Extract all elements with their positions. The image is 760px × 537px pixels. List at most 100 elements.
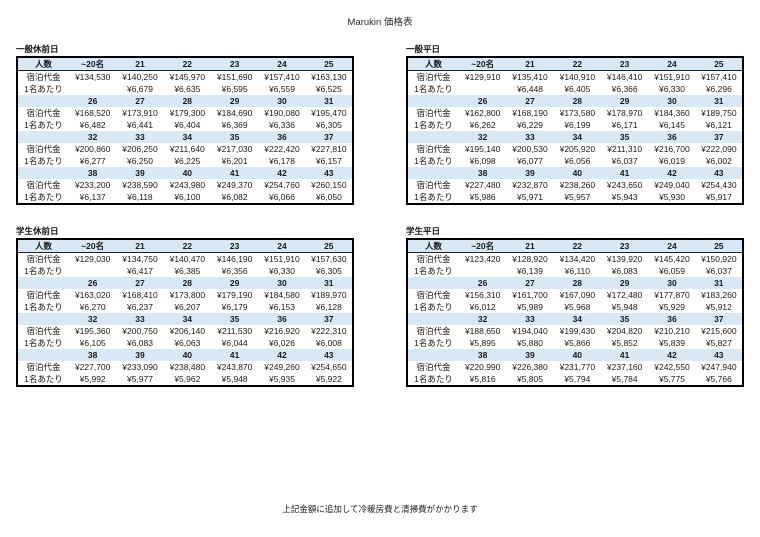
price-cell: ¥146,190 (216, 254, 253, 264)
count-header-cell: 24 (258, 239, 306, 253)
count-header-cell: 22 (553, 239, 601, 253)
price-cell: ¥156,310 (464, 290, 501, 300)
per-person-cell: ¥6,250 (126, 156, 153, 166)
per-person-cell: ¥6,171 (611, 120, 638, 130)
empty-header-cell (17, 313, 69, 325)
price-cell: ¥168,190 (512, 108, 548, 118)
per-person-cell: ¥5,948 (221, 374, 248, 384)
per-person-cell: ¥6,037 (705, 266, 732, 276)
count-header-cell: 34 (553, 313, 601, 325)
row-label-cell: 1名あたり (24, 120, 63, 130)
per-person-cell: ¥5,971 (516, 192, 543, 202)
table-caption: 一般平日 (406, 44, 441, 54)
per-person-cell: ¥6,178 (268, 156, 295, 166)
per-person-cell: ¥6,405 (564, 84, 591, 94)
people-label-cell: 人数 (407, 57, 459, 71)
count-header-cell: 22 (163, 57, 211, 71)
price-cell: ¥254,650 (311, 362, 347, 372)
per-person-cell: ¥6,059 (658, 266, 685, 276)
count-header-cell: 28 (163, 95, 211, 107)
price-cell: ¥247,940 (701, 362, 737, 372)
per-person-cell: ¥6,201 (221, 156, 248, 166)
empty-header-cell (17, 95, 69, 107)
per-person-cell: ¥5,986 (469, 192, 496, 202)
row-label-cell: 1名あたり (414, 84, 453, 94)
per-person-cell: ¥6,056 (564, 156, 591, 166)
per-person-cell: ¥6,441 (126, 120, 153, 130)
per-person-row: 1名あたり ¥5,986 ¥5,971 ¥5,957 ¥5,943 ¥5,930 ¥5,91… (407, 191, 743, 204)
count-header-cell: 26 (459, 277, 507, 289)
price-cell: ¥206,140 (169, 326, 206, 336)
price-cell: ¥157,410 (701, 72, 737, 82)
count-header-cell: 32 (69, 131, 117, 143)
per-person-cell: ¥6,305 (315, 120, 342, 130)
price-cell: ¥243,980 (169, 180, 206, 190)
per-person-cell: ¥6,525 (315, 84, 342, 94)
count-header-cell: 32 (69, 313, 117, 325)
price-cell: ¥220,990 (464, 362, 501, 372)
count-header-cell: 29 (600, 277, 649, 289)
per-person-cell: ¥6,050 (315, 192, 342, 202)
price-cell: ¥161,700 (512, 290, 548, 300)
price-row: 宿泊代金 ¥188,650 ¥194,040 ¥199,430 ¥204,820 ¥210… (407, 325, 743, 337)
row-label-cell: 宿泊代金 (416, 362, 451, 372)
table-block-student-holiday-eve: 学生休前日 人数 ~20名 21 22 23 24 25 宿泊代金 ¥129,030 ¥134,7… (16, 226, 354, 387)
count-header-cell: 41 (600, 349, 649, 361)
count-header-cell: 38 (69, 167, 117, 179)
price-row: 宿泊代金 ¥129,910 ¥135,410 ¥140,910 ¥146,410 ¥151… (407, 71, 743, 84)
per-person-cell: ¥6,044 (221, 338, 248, 348)
per-person-cell: ¥6,404 (174, 120, 201, 130)
count-header-cell: 35 (210, 131, 259, 143)
price-cell: ¥172,480 (606, 290, 643, 300)
price-cell: ¥204,820 (606, 326, 643, 336)
count-header-cell: 27 (506, 95, 554, 107)
price-cell: ¥168,410 (122, 290, 158, 300)
per-person-cell: ¥6,002 (705, 156, 732, 166)
group-header-row: 32 33 34 35 36 37 (17, 313, 353, 325)
count-header-cell: 23 (600, 239, 649, 253)
per-person-cell: ¥6,270 (79, 302, 106, 312)
count-header-cell: 35 (600, 131, 649, 143)
price-cell: ¥227,480 (464, 180, 501, 190)
count-header-cell: 23 (210, 57, 259, 71)
row-label-cell: 1名あたり (24, 374, 63, 384)
count-header-cell: 37 (695, 313, 743, 325)
row-label-cell: 宿泊代金 (416, 108, 451, 118)
people-label-cell: 人数 (17, 239, 69, 253)
per-person-cell: ¥6,008 (315, 338, 342, 348)
price-cell: ¥232,870 (512, 180, 548, 190)
per-person-cell: ¥6,356 (221, 266, 248, 276)
row-label-cell: 1名あたり (414, 120, 453, 130)
table-caption: 学生休前日 (16, 226, 59, 236)
price-cell: ¥177,870 (654, 290, 690, 300)
per-person-cell: ¥6,305 (315, 266, 342, 276)
row-label-cell: 宿泊代金 (26, 362, 61, 372)
per-person-cell: ¥5,775 (658, 374, 685, 384)
row-label-cell: 宿泊代金 (416, 180, 451, 190)
row-label-cell: 宿泊代金 (26, 326, 61, 336)
per-person-cell: ¥5,968 (564, 302, 591, 312)
price-cell: ¥195,360 (74, 326, 111, 336)
per-person-cell: ¥5,895 (469, 338, 496, 348)
price-cell: ¥151,910 (264, 254, 300, 264)
count-header-cell: 42 (648, 167, 696, 179)
per-person-row: 1名あたり ¥6,417 ¥6,385 ¥6,356 ¥6,330 ¥6,305 (17, 265, 353, 277)
empty-header-cell (407, 131, 459, 143)
per-person-cell: ¥5,852 (611, 338, 638, 348)
price-cell: ¥195,140 (464, 144, 501, 154)
price-cell: ¥206,250 (122, 144, 158, 154)
price-cell: ¥199,430 (559, 326, 596, 336)
price-row: 宿泊代金 ¥163,020 ¥168,410 ¥173,800 ¥179,190 ¥184… (17, 289, 353, 301)
group-header-row: 38 39 40 41 42 43 (407, 167, 743, 179)
group-header-row: 26 27 28 29 30 31 (17, 277, 353, 289)
price-cell: ¥233,090 (122, 362, 158, 372)
per-person-cell: ¥5,989 (516, 302, 543, 312)
per-person-cell: ¥6,139 (516, 266, 543, 276)
count-header-cell: 39 (506, 167, 554, 179)
count-header-cell: 28 (553, 277, 601, 289)
per-person-row: 1名あたり ¥6,012 ¥5,989 ¥5,968 ¥5,948 ¥5,929 ¥5,91… (407, 301, 743, 313)
row-label-cell: 1名あたり (414, 156, 453, 166)
per-person-cell: ¥6,635 (174, 84, 201, 94)
row-label-cell: 1名あたり (24, 156, 63, 166)
